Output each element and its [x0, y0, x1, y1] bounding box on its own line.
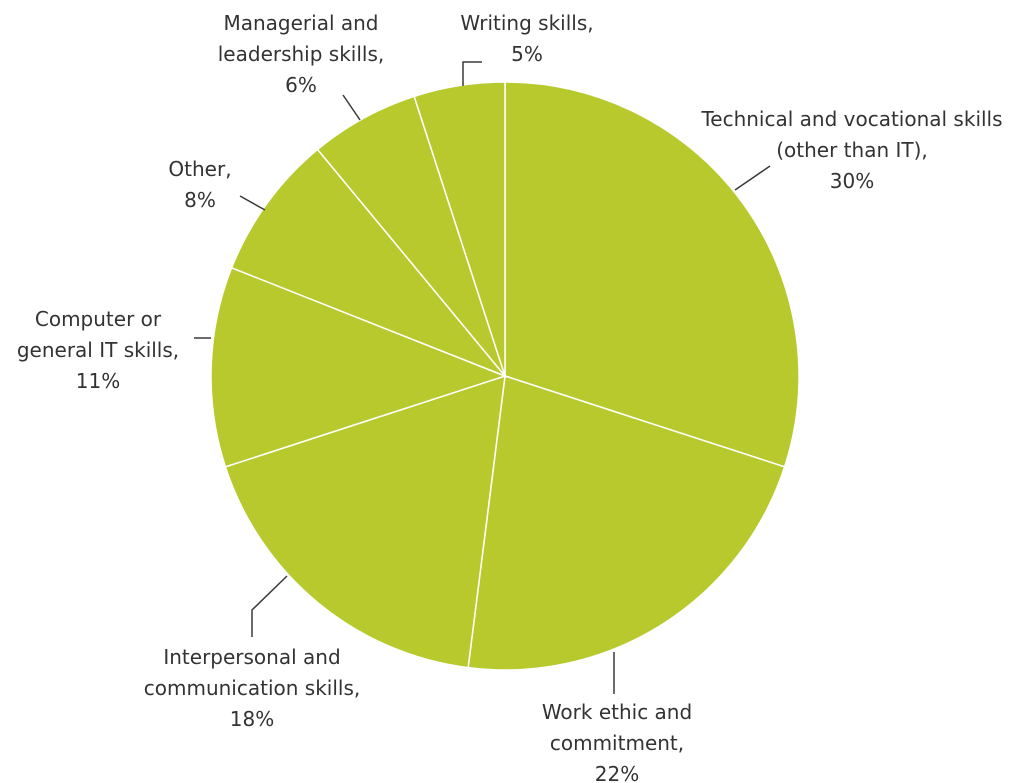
slice-value-label: 18% — [230, 707, 274, 731]
slice-value-label: 11% — [76, 369, 120, 393]
leader-lines — [194, 61, 771, 694]
slice-category-label: (other than IT), — [776, 138, 928, 162]
slice-label-computer-it: Computer or general IT skills, 11% — [17, 307, 179, 393]
slice-label-interpersonal: Interpersonal and communication skills, 18… — [144, 645, 360, 731]
slice-category-label: Writing skills, — [460, 11, 593, 35]
slice-value-label: 6% — [285, 73, 317, 97]
slice-category-label: Computer or — [35, 307, 162, 331]
slice-category-label: leadership skills, — [218, 42, 385, 66]
slice-category-label: general IT skills, — [17, 338, 179, 362]
leader-line-managerial — [342, 94, 361, 121]
leader-line-writing — [462, 61, 482, 86]
slice-value-label: 5% — [511, 42, 543, 66]
pie-slice-computer-it — [210, 266, 508, 468]
pie-slices — [210, 81, 800, 671]
slice-category-label: Interpersonal and — [163, 645, 340, 669]
slice-label-technical-vocational: Technical and vocational skills (other th… — [700, 107, 1002, 193]
pie-slice-work-ethic — [467, 375, 786, 671]
slice-value-label: 22% — [595, 762, 639, 783]
slice-label-other: Other, 8% — [168, 157, 231, 212]
slice-label-work-ethic: Work ethic and commitment, 22% — [542, 700, 692, 783]
leader-line-interpersonal — [251, 575, 288, 637]
leader-line-technical-vocational — [734, 165, 771, 191]
pie-slice-other — [230, 148, 506, 377]
slice-category-label: communication skills, — [144, 676, 360, 700]
slice-labels: Technical and vocational skills (other th… — [17, 11, 1003, 783]
slice-category-label: Other, — [168, 157, 231, 181]
pie-slice-writing — [413, 81, 506, 377]
pie-slice-technical-vocational — [504, 81, 800, 468]
slice-label-writing: Writing skills, 5% — [460, 11, 593, 66]
slice-label-managerial: Managerial and leadership skills, 6% — [218, 11, 385, 97]
slice-category-label: Managerial and — [223, 11, 378, 35]
slice-value-label: 30% — [830, 169, 874, 193]
leader-line-other — [239, 195, 266, 211]
slice-category-label: Technical and vocational skills — [700, 107, 1002, 131]
slice-category-label: commitment, — [550, 731, 684, 755]
slice-category-label: Work ethic and — [542, 700, 692, 724]
pie-slice-interpersonal — [224, 374, 506, 669]
slice-value-label: 8% — [184, 188, 216, 212]
